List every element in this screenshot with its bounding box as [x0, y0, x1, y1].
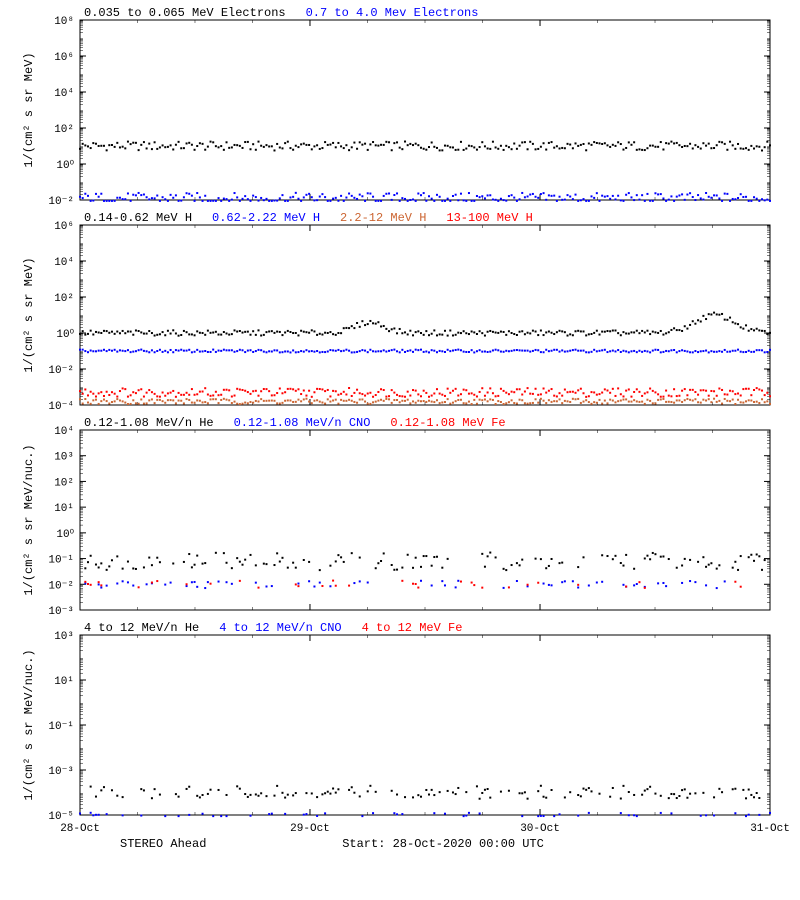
svg-text:0.12-1.08 MeV/n CNO: 0.12-1.08 MeV/n CNO [234, 416, 371, 430]
svg-text:10⁻²: 10⁻² [48, 196, 74, 208]
svg-text:10⁰: 10⁰ [56, 528, 74, 541]
series-0-0 [79, 141, 771, 152]
series-1-0 [79, 312, 771, 337]
svg-text:10⁻¹: 10⁻¹ [48, 555, 74, 567]
svg-text:10⁻⁵: 10⁻⁵ [48, 811, 74, 823]
svg-text:10¹: 10¹ [54, 503, 74, 515]
svg-text:10³: 10³ [54, 631, 74, 643]
svg-text:0.035 to 0.065 MeV Electrons: 0.035 to 0.065 MeV Electrons [84, 6, 286, 20]
panel-0: 10⁻² 10⁰ 10² 10⁴ 10⁶ 10⁸ 1/(cm² s sr MeV) 0.035… [22, 6, 771, 208]
svg-text:10⁴: 10⁴ [54, 426, 74, 438]
series-2-1 [84, 580, 725, 589]
chart-svg: 10⁻² 10⁰ 10² 10⁴ 10⁶ 10⁸ 1/(cm² s sr MeV) 0.035… [0, 0, 800, 900]
svg-text:10⁴: 10⁴ [54, 88, 74, 100]
svg-text:0.62-2.22 MeV H: 0.62-2.22 MeV H [212, 211, 320, 225]
svg-text:4 to 12 MeV/n CNO: 4 to 12 MeV/n CNO [219, 621, 341, 635]
svg-text:10⁶: 10⁶ [54, 52, 74, 64]
panel-3: 10⁻⁵ 10⁻³ 10⁻¹ 10¹ 10³ 1/(cm² s sr MeV/nuc.) 4… [22, 621, 771, 823]
svg-text:10⁰: 10⁰ [56, 159, 74, 172]
svg-text:1/(cm² s sr MeV/nuc.): 1/(cm² s sr MeV/nuc.) [22, 649, 36, 800]
svg-text:2.2-12 MeV H: 2.2-12 MeV H [340, 211, 426, 225]
svg-text:0.12-1.08 MeV/n He: 0.12-1.08 MeV/n He [84, 416, 214, 430]
svg-text:10³: 10³ [54, 452, 74, 464]
svg-text:10⁻²: 10⁻² [48, 580, 74, 592]
series-2-0 [84, 552, 765, 572]
x-tick-label: 30-Oct [520, 823, 560, 835]
svg-text:10⁰: 10⁰ [56, 328, 74, 341]
svg-text:4 to 12 MeV Fe: 4 to 12 MeV Fe [362, 621, 463, 635]
series-2-2 [84, 580, 741, 589]
svg-text:1/(cm² s sr MeV): 1/(cm² s sr MeV) [22, 257, 36, 372]
svg-text:1/(cm² s sr MeV/nuc.): 1/(cm² s sr MeV/nuc.) [22, 444, 36, 595]
footer-center: Start: 28-Oct-2020 00:00 UTC [342, 837, 544, 851]
svg-text:10⁻¹: 10⁻¹ [48, 721, 74, 733]
series-1-1 [79, 349, 771, 354]
svg-text:4 to 12 MeV/n He: 4 to 12 MeV/n He [84, 621, 199, 635]
series-1-2 [79, 387, 771, 398]
svg-text:10¹: 10¹ [54, 676, 74, 688]
x-tick-label: 28-Oct [60, 823, 100, 835]
svg-text:13-100 MeV H: 13-100 MeV H [446, 211, 532, 225]
svg-text:10⁴: 10⁴ [54, 257, 74, 269]
x-tick-label: 31-Oct [750, 823, 790, 835]
svg-text:0.14-0.62 MeV H: 0.14-0.62 MeV H [84, 211, 192, 225]
footer-left: STEREO Ahead [120, 837, 206, 851]
series-3-0 [90, 785, 761, 800]
svg-text:10⁻³: 10⁻³ [48, 606, 74, 618]
panel-1: 10⁻⁴ 10⁻² 10⁰ 10² 10⁴ 10⁶ 1/(cm² s sr MeV) 0.14… [22, 211, 771, 413]
svg-text:10⁻³: 10⁻³ [48, 766, 74, 778]
svg-text:10²: 10² [54, 124, 74, 136]
svg-text:10²: 10² [54, 477, 74, 489]
panel-2: 10⁻³ 10⁻² 10⁻¹ 10⁰ 10¹ 10² 10³ 10⁴ 1/(cm² s sr M… [22, 416, 770, 618]
svg-text:0.12-1.08 MeV Fe: 0.12-1.08 MeV Fe [390, 416, 505, 430]
chart-container: 10⁻² 10⁰ 10² 10⁴ 10⁶ 10⁸ 1/(cm² s sr MeV) 0.035… [0, 0, 800, 900]
x-tick-label: 29-Oct [290, 823, 330, 835]
svg-text:10⁸: 10⁸ [54, 16, 74, 28]
svg-text:10⁶: 10⁶ [54, 221, 74, 233]
svg-text:1/(cm² s sr MeV): 1/(cm² s sr MeV) [22, 52, 36, 167]
svg-text:10⁻²: 10⁻² [48, 365, 74, 377]
svg-text:10²: 10² [54, 293, 74, 305]
svg-text:10⁻⁴: 10⁻⁴ [48, 401, 74, 413]
svg-text:0.7 to 4.0 Mev Electrons: 0.7 to 4.0 Mev Electrons [306, 6, 479, 20]
